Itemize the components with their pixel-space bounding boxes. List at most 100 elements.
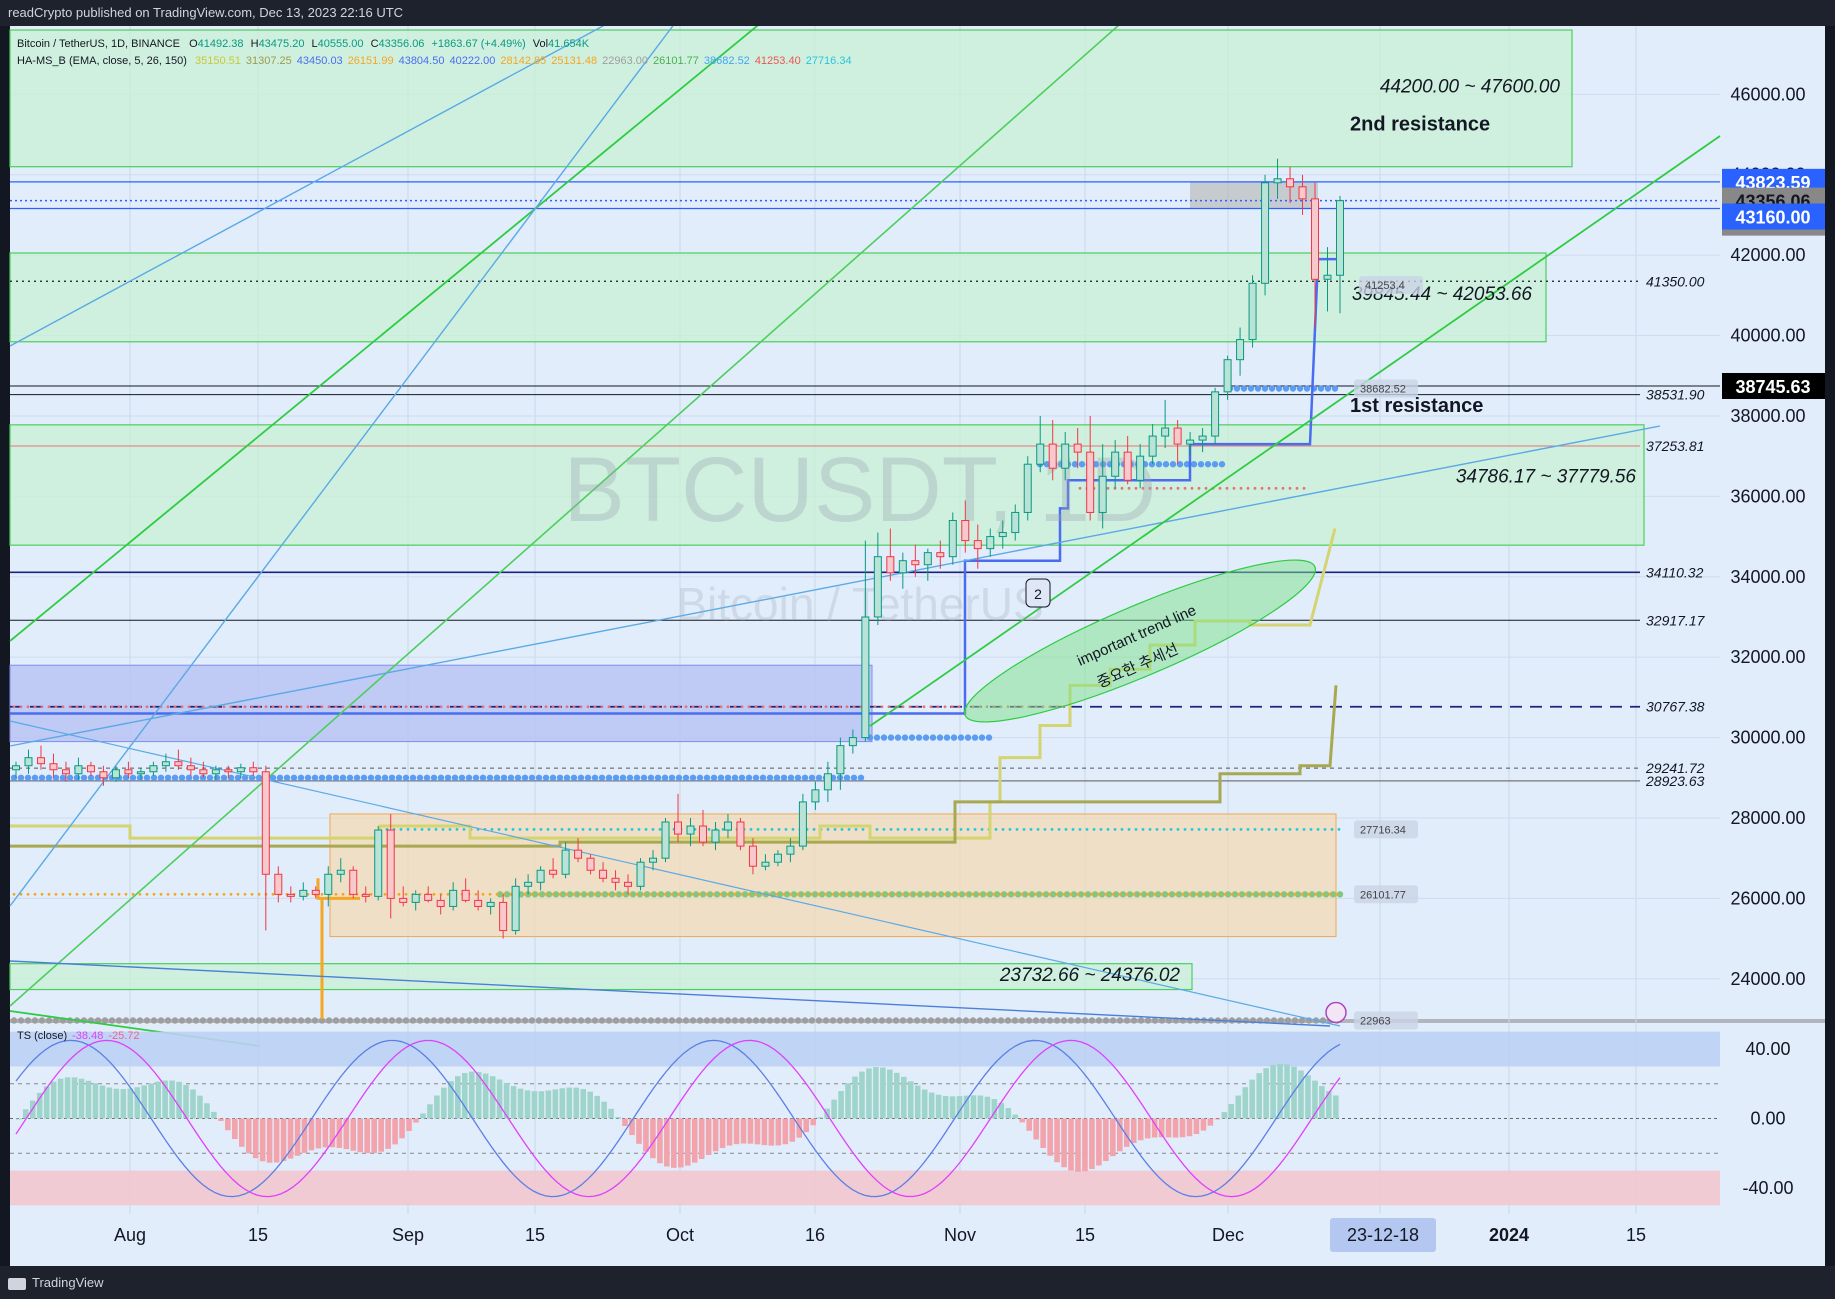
candle-body[interactable] [1298, 186, 1307, 200]
candle-body[interactable] [973, 540, 982, 550]
chart-area[interactable]: 41350.00 38531.90 37253.81 34110.32 32917.17… [0, 26, 1835, 1266]
candle-body[interactable] [736, 821, 745, 847]
candle-body[interactable] [361, 893, 370, 897]
candle-body[interactable] [149, 765, 158, 773]
candle-body[interactable] [536, 869, 545, 883]
time-axis-label[interactable]: 16 [805, 1225, 825, 1245]
candle-body[interactable] [1223, 359, 1232, 393]
candle-body[interactable] [1036, 443, 1045, 465]
candle-body[interactable] [1323, 274, 1332, 280]
time-axis-label[interactable]: 15 [1626, 1225, 1646, 1245]
candle-body[interactable] [661, 821, 670, 859]
candle-body[interactable] [798, 801, 807, 847]
candle-body[interactable] [386, 829, 395, 899]
candle-body[interactable] [161, 761, 170, 767]
time-axis-label[interactable]: Aug [114, 1225, 146, 1245]
candle-body[interactable] [1261, 182, 1270, 284]
candle-body[interactable] [686, 825, 695, 835]
crosshair-date-label[interactable]: 23-12-18 [1347, 1225, 1419, 1245]
candle-body[interactable] [1161, 427, 1170, 437]
candle-body[interactable] [586, 857, 595, 871]
candle-body[interactable] [1061, 443, 1070, 469]
candle-body[interactable] [461, 889, 470, 901]
candle-body[interactable] [486, 901, 495, 907]
candle-body[interactable] [499, 901, 508, 932]
candle-body[interactable] [274, 873, 283, 895]
time-axis-label[interactable]: Dec [1212, 1225, 1244, 1245]
candle-body[interactable] [636, 861, 645, 887]
candle-body[interactable] [199, 769, 208, 775]
time-axis-label[interactable]: 2024 [1489, 1225, 1529, 1245]
candle-body[interactable] [186, 765, 195, 771]
candle-body[interactable] [474, 899, 483, 907]
candle-body[interactable] [411, 893, 420, 903]
candle-body[interactable] [911, 560, 920, 566]
candle-body[interactable] [998, 532, 1007, 538]
candle-body[interactable] [336, 869, 345, 875]
candle-body[interactable] [436, 899, 445, 907]
candle-body[interactable] [861, 616, 870, 739]
candle-body[interactable] [1248, 282, 1257, 341]
candle-body[interactable] [1286, 178, 1295, 188]
candle-body[interactable] [249, 767, 258, 773]
candle-body[interactable] [349, 869, 358, 895]
candle-body[interactable] [549, 869, 558, 875]
candle-body[interactable] [1011, 511, 1020, 534]
candle-body[interactable] [1186, 439, 1195, 445]
time-axis-label[interactable]: 15 [248, 1225, 268, 1245]
candle-body[interactable] [224, 769, 233, 773]
candle-body[interactable] [599, 869, 608, 879]
candle-body[interactable] [1273, 178, 1282, 184]
candle-body[interactable] [49, 763, 58, 771]
time-axis-label[interactable]: 15 [1075, 1225, 1095, 1245]
candle-body[interactable] [211, 769, 220, 775]
candle-body[interactable] [611, 877, 620, 883]
candle-body[interactable] [1123, 451, 1132, 481]
candle-body[interactable] [1023, 463, 1032, 513]
candle-body[interactable] [1086, 451, 1095, 513]
candle-body[interactable] [324, 873, 333, 895]
candle-body[interactable] [61, 769, 70, 775]
candle-body[interactable] [286, 893, 295, 897]
candle-body[interactable] [1098, 475, 1107, 513]
time-axis-label[interactable]: Nov [944, 1225, 976, 1245]
candle-body[interactable] [449, 889, 458, 907]
candle-body[interactable] [561, 849, 570, 875]
candle-body[interactable] [936, 552, 945, 558]
price-tag-label[interactable]: 38745.63 [1735, 377, 1810, 397]
candle-body[interactable] [299, 889, 308, 897]
candle-body[interactable] [261, 771, 270, 875]
candle-body[interactable] [898, 560, 907, 574]
time-axis-label[interactable]: 15 [525, 1225, 545, 1245]
candle-body[interactable] [74, 765, 83, 775]
candle-body[interactable] [424, 893, 433, 901]
candlesticks[interactable] [12, 158, 1344, 939]
price-axis[interactable]: 46000.0044000.0042000.0040000.0038000.00… [1722, 84, 1825, 989]
candle-body[interactable] [848, 737, 857, 747]
candle-body[interactable] [823, 773, 832, 791]
candle-body[interactable] [111, 769, 120, 779]
candle-body[interactable] [711, 829, 720, 843]
candle-body[interactable] [1211, 391, 1220, 437]
candle-body[interactable] [723, 821, 732, 831]
candle-body[interactable] [698, 825, 707, 843]
candle-body[interactable] [399, 897, 408, 903]
candle-body[interactable] [1311, 198, 1320, 280]
candle-body[interactable] [836, 745, 845, 775]
candle-body[interactable] [961, 519, 970, 542]
candle-body[interactable] [674, 821, 682, 835]
candle-body[interactable] [773, 853, 782, 863]
candle-body[interactable] [12, 765, 20, 771]
candle-body[interactable] [236, 767, 245, 773]
time-axis[interactable]: Aug 15 Sep 15 Oct 16 Nov 15 Dec 23-12-18 2024 15 [114, 1218, 1646, 1252]
candle-body[interactable] [1173, 427, 1182, 445]
candle-body[interactable] [1198, 435, 1207, 441]
candle-body[interactable] [1073, 443, 1082, 453]
candle-body[interactable] [761, 861, 770, 867]
candle-body[interactable] [1048, 443, 1057, 469]
price-tag-label[interactable]: 43160.00 [1735, 208, 1810, 228]
alert-bolt-icon[interactable] [1325, 1001, 1347, 1024]
candle-body[interactable] [786, 845, 795, 855]
candle-body[interactable] [986, 536, 995, 550]
candle-body[interactable] [1236, 339, 1245, 361]
